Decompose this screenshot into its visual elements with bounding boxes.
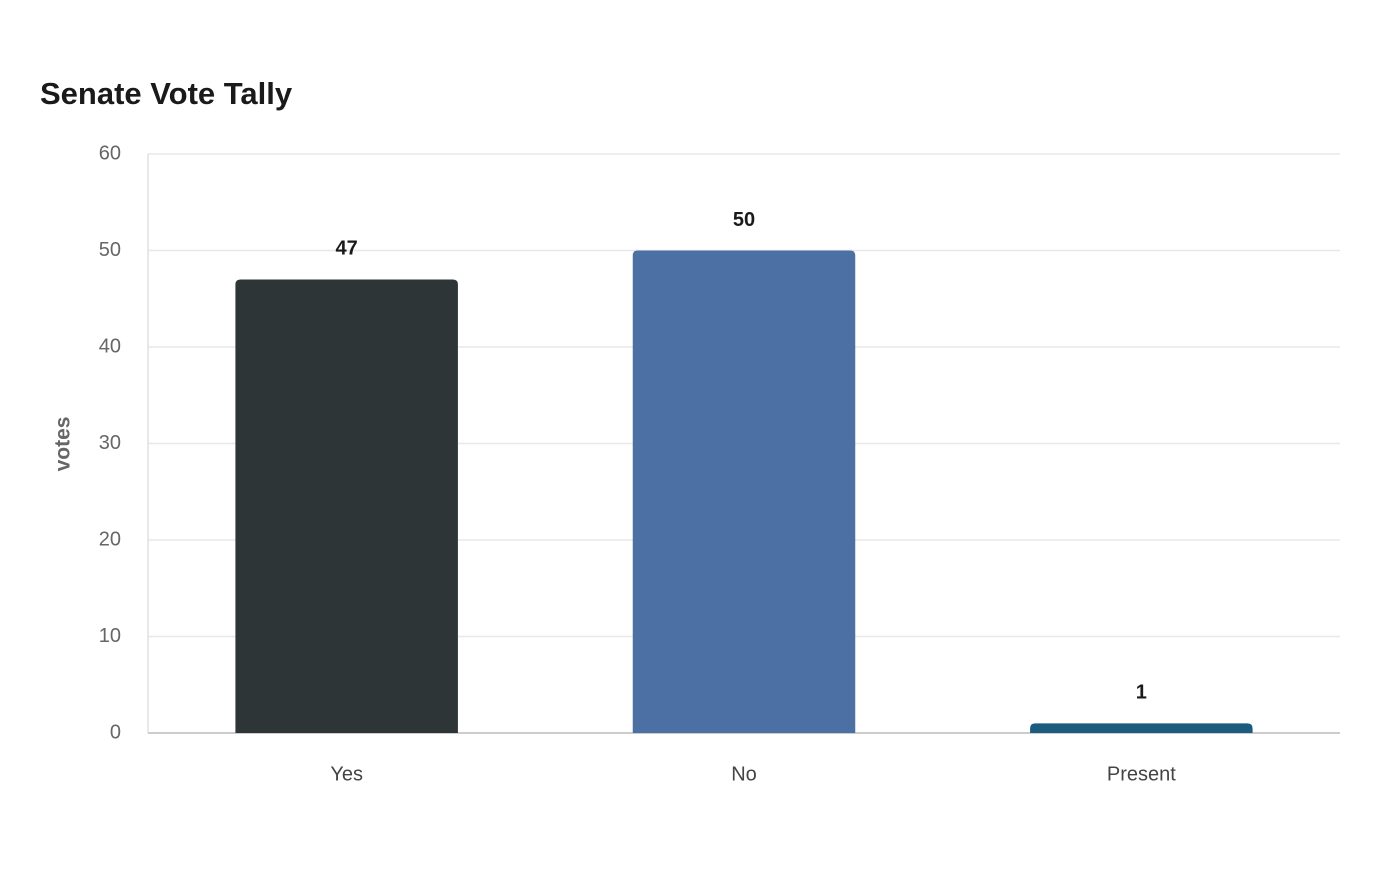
bar xyxy=(1030,723,1253,733)
y-tick-label: 60 xyxy=(99,142,121,164)
bar xyxy=(235,279,458,733)
bar xyxy=(632,250,856,733)
y-tick-label: 40 xyxy=(99,335,121,357)
x-tick-label: No xyxy=(731,763,757,785)
y-tick-label: 50 xyxy=(99,239,121,261)
y-tick-label: 0 xyxy=(110,721,121,743)
chart-title: Senate Vote Tally xyxy=(40,76,293,111)
y-tick-label: 30 xyxy=(99,432,121,454)
x-tick-label: Present xyxy=(1107,763,1176,785)
data-label: 50 xyxy=(733,209,755,231)
data-label: 47 xyxy=(336,238,358,260)
data-label: 1 xyxy=(1136,682,1147,704)
x-tick-label: Yes xyxy=(330,763,363,785)
y-tick-label: 10 xyxy=(99,625,121,647)
y-axis-label: votes xyxy=(52,417,75,472)
y-tick-label: 20 xyxy=(99,528,121,550)
